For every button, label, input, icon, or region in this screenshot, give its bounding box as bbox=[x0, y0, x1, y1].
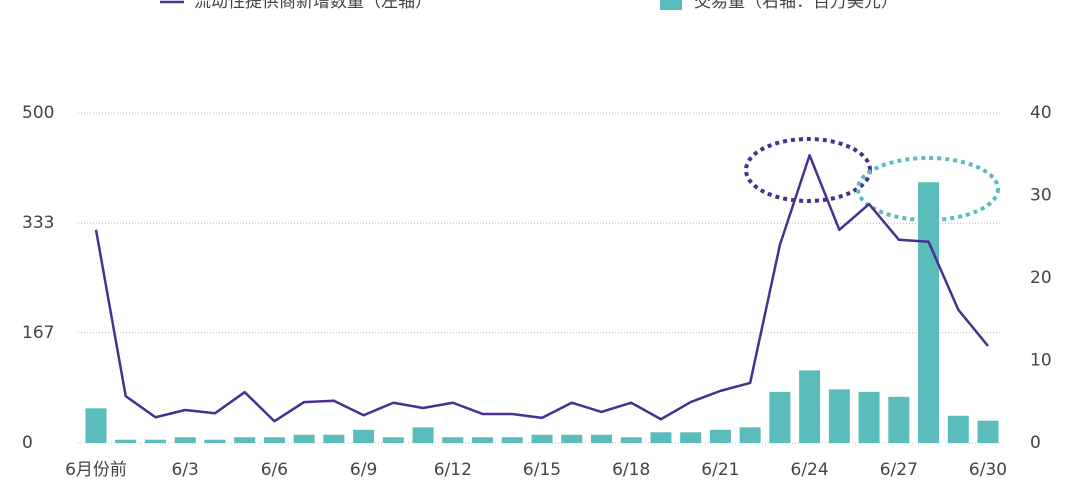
x-tick-label: 6/18 bbox=[612, 460, 650, 480]
x-tick-label: 6/12 bbox=[434, 460, 472, 480]
bar bbox=[323, 434, 345, 443]
bar bbox=[620, 437, 642, 443]
bar bbox=[144, 439, 166, 443]
x-tick-label: 6/24 bbox=[791, 460, 829, 480]
bar bbox=[799, 370, 821, 443]
bar bbox=[204, 439, 226, 443]
bar bbox=[888, 396, 910, 443]
y2-tick-label: 40 bbox=[1030, 103, 1052, 123]
bar bbox=[828, 389, 850, 443]
bar bbox=[650, 432, 672, 443]
x-tick-label: 6/30 bbox=[969, 460, 1007, 480]
y-tick-label: 167 bbox=[22, 323, 54, 343]
bar bbox=[174, 437, 196, 443]
bar bbox=[472, 437, 494, 443]
bar bbox=[115, 439, 137, 443]
bar bbox=[442, 437, 464, 443]
x-tick-label: 6/3 bbox=[172, 460, 199, 480]
x-tick-label: 6/9 bbox=[350, 460, 377, 480]
bar bbox=[590, 434, 612, 443]
y-tick-label: 333 bbox=[22, 213, 54, 233]
bar bbox=[382, 437, 404, 443]
legend-label: 流动性提供商新增数量（左轴） bbox=[194, 0, 432, 12]
line bbox=[94, 153, 989, 423]
legend-label: 交易量（右轴：百万美元） bbox=[694, 0, 898, 12]
bar bbox=[947, 415, 969, 443]
highlight-ellipse bbox=[744, 137, 872, 203]
bar bbox=[977, 420, 999, 443]
y2-tick-label: 0 bbox=[1030, 433, 1041, 453]
bar bbox=[234, 437, 256, 443]
bar bbox=[353, 429, 375, 443]
y2-tick-label: 20 bbox=[1030, 268, 1052, 288]
bar bbox=[858, 391, 880, 443]
bar bbox=[709, 429, 731, 443]
x-tick-label: 6/27 bbox=[880, 460, 918, 480]
bar bbox=[769, 391, 791, 443]
bar bbox=[263, 437, 285, 443]
y-tick-label: 500 bbox=[22, 103, 54, 123]
bar bbox=[501, 437, 523, 443]
x-tick-label: 6/21 bbox=[701, 460, 739, 480]
bar bbox=[918, 182, 940, 444]
bar bbox=[680, 432, 702, 443]
y-tick-label: 0 bbox=[22, 433, 33, 453]
y2-tick-label: 10 bbox=[1030, 351, 1052, 371]
bar bbox=[561, 434, 583, 443]
x-tick-label: 6月份前 bbox=[65, 460, 127, 480]
bar bbox=[531, 434, 553, 443]
x-tick-label: 6/6 bbox=[261, 460, 288, 480]
legend-swatch bbox=[660, 0, 682, 10]
y2-tick-label: 30 bbox=[1030, 186, 1052, 206]
x-tick-label: 6/15 bbox=[523, 460, 561, 480]
bar bbox=[85, 408, 107, 443]
bar bbox=[293, 434, 315, 443]
bar bbox=[739, 427, 761, 443]
bar bbox=[412, 427, 434, 443]
